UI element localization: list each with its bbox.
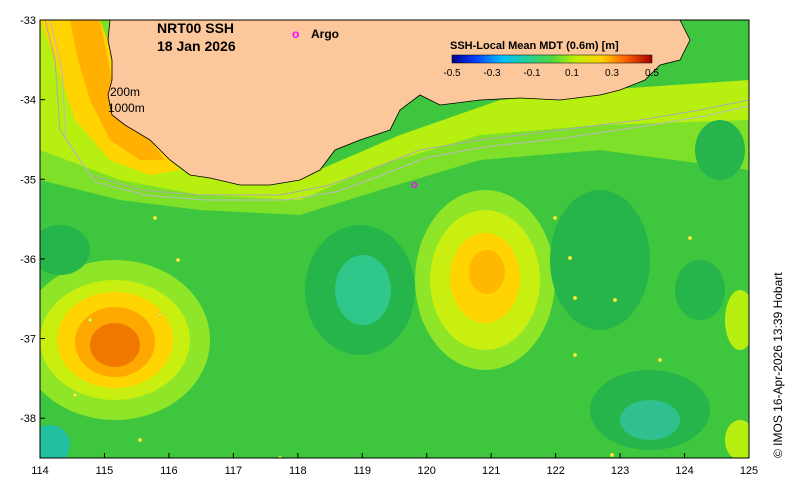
plot-frame [39,19,750,459]
x-tick-label: 120 [418,465,436,477]
x-tick-label: 121 [482,465,500,477]
x-tick-label: 115 [96,465,114,477]
x-tick-label: 122 [546,465,564,477]
colorbar-tick-label: 0.1 [565,68,579,79]
y-tick-label: -33 [20,15,36,27]
argo-legend-label: Argo [311,27,339,41]
colorbar-gradient [451,54,653,64]
y-tick-label: -35 [20,174,36,186]
ssh-field [40,20,749,458]
contour-1000m [49,20,749,201]
colorbar-tick-label: 0.3 [605,68,619,79]
colorbar-tick-label: -0.5 [443,68,461,79]
colorbar-tick-label: -0.1 [523,68,541,79]
x-tick-label: 123 [611,465,629,477]
x-tick-label: 124 [675,465,693,477]
y-tick-label: -34 [20,95,36,107]
contour-label-1000m: 1000m [108,101,145,115]
colorbar-tick-label: -0.3 [483,68,501,79]
x-tick-label: 116 [160,465,178,477]
colorbar: SSH-Local Mean MDT (0.6m) [m] -0.5 -0.3 -0… [443,40,659,79]
x-tick-label: 117 [225,465,243,477]
y-tick-label: -36 [20,254,36,266]
argo-legend-icon: o [292,27,299,41]
contour-label-200m: 200m [110,85,140,99]
colorbar-tick-label: 0.5 [645,68,659,79]
y-tick-label: -37 [20,334,36,346]
x-tick-label: 118 [289,465,307,477]
x-tick-label: 125 [740,465,758,477]
x-tick-label: 119 [353,465,371,477]
map-title-line1: NRT00 SSH [157,20,234,36]
x-axis: 114 115 116 117 118 119 120 121 122 123 124 125 [31,453,758,477]
map-title-line2: 18 Jan 2026 [157,38,236,54]
argo-marker-icon: o [411,179,418,191]
colorbar-title: SSH-Local Mean MDT (0.6m) [m] [450,40,619,52]
y-tick-label: -38 [20,413,36,425]
x-tick-label: 114 [31,465,49,477]
y-axis: -33 -34 -35 -36 -37 -38 [20,15,45,425]
credit-text: © IMOS 16-Apr-2026 13:39 Hobart [771,272,785,458]
